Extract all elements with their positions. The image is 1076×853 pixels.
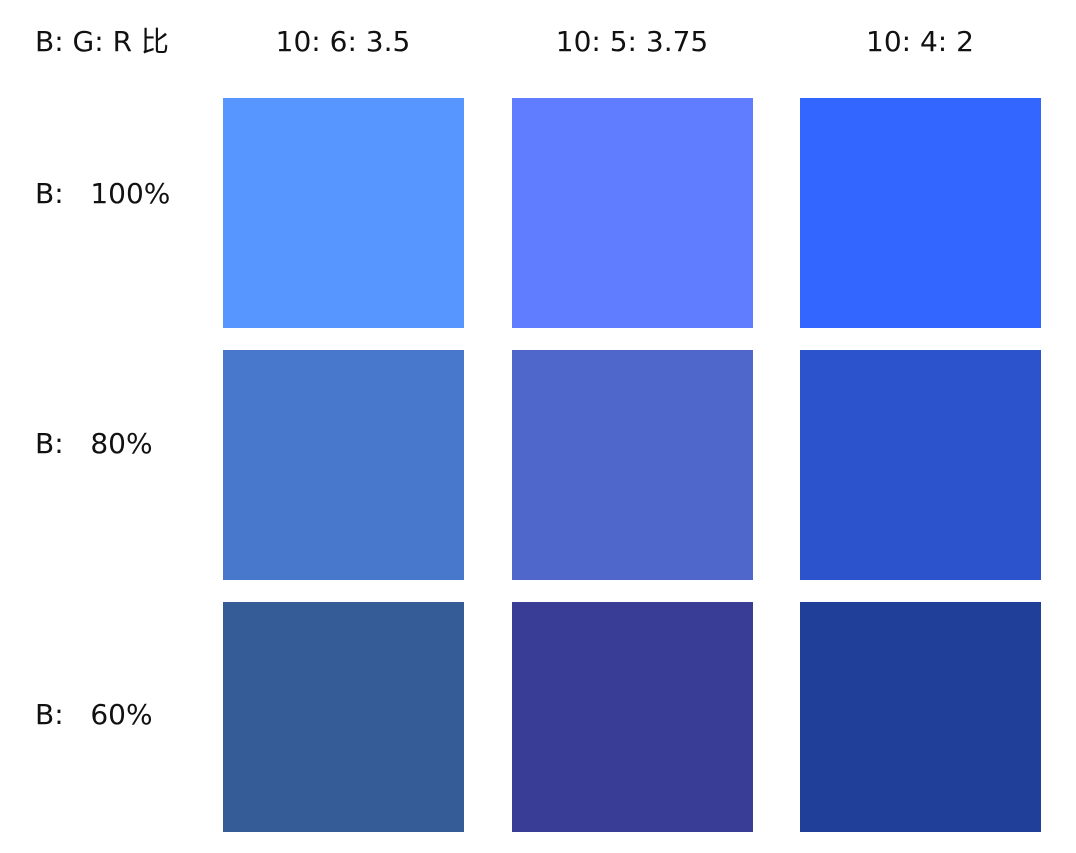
color-swatch bbox=[800, 602, 1041, 832]
color-swatch bbox=[512, 350, 753, 580]
color-swatch bbox=[512, 602, 753, 832]
color-swatch bbox=[223, 98, 464, 328]
color-swatch bbox=[223, 350, 464, 580]
row-label: B: 80% bbox=[35, 427, 153, 460]
color-swatch bbox=[512, 98, 753, 328]
column-label: 10: 4: 2 bbox=[866, 25, 974, 58]
corner-label: B: G: R 比 bbox=[35, 25, 169, 58]
row-label: B: 100% bbox=[35, 177, 171, 210]
column-label: 10: 5: 3.75 bbox=[555, 25, 709, 58]
row-label: B: 60% bbox=[35, 698, 153, 731]
color-swatch bbox=[800, 350, 1041, 580]
color-swatch bbox=[223, 602, 464, 832]
column-label: 10: 6: 3.5 bbox=[275, 25, 411, 58]
color-swatch bbox=[800, 98, 1041, 328]
